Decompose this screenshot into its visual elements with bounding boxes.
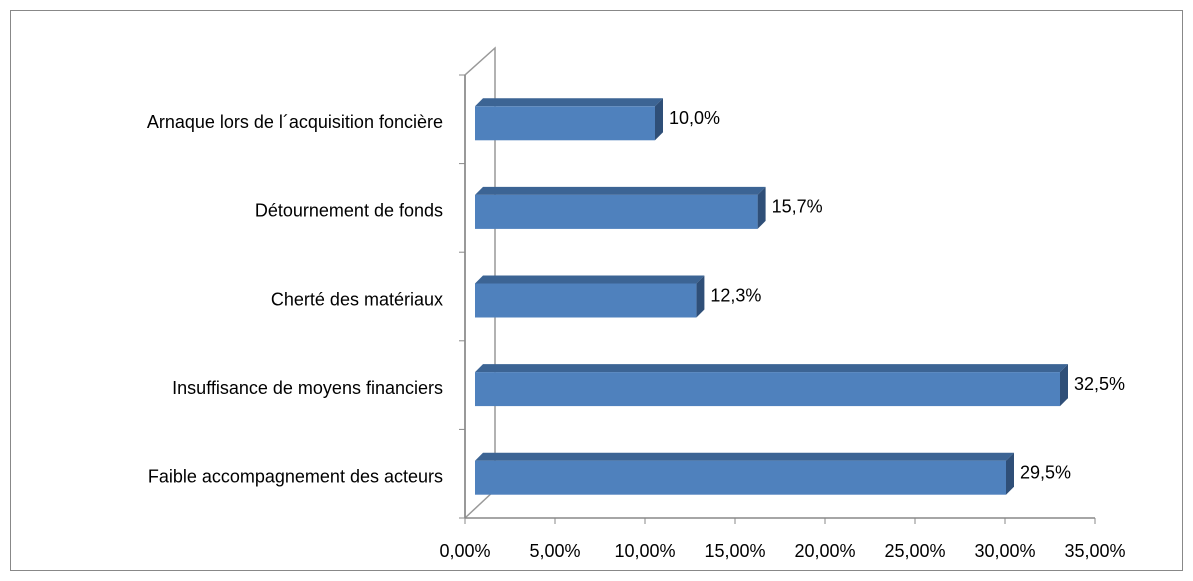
x-tick-label: 5,00% — [529, 541, 580, 561]
x-tick-label: 0,00% — [439, 541, 490, 561]
value-label: 32,5% — [1074, 374, 1125, 394]
bar-top — [475, 364, 1068, 373]
bar-side — [1060, 364, 1068, 407]
value-label: 15,7% — [772, 197, 823, 217]
bar-side — [757, 186, 766, 229]
bar-top — [475, 275, 705, 284]
bar-side — [696, 275, 705, 318]
x-tick-label: 30,00% — [974, 541, 1035, 561]
bar — [475, 194, 758, 229]
bar-side — [655, 98, 663, 141]
y-tick-label: Arnaque lors de l´acquisition foncière — [147, 112, 443, 132]
value-label: 10,0% — [669, 108, 720, 128]
x-tick-label: 10,00% — [614, 541, 675, 561]
x-tick-label: 35,00% — [1064, 541, 1125, 561]
value-label: 29,5% — [1020, 462, 1071, 482]
y-tick-label: Cherté des matériaux — [271, 289, 443, 309]
bar-side — [1006, 452, 1014, 495]
bar — [475, 283, 697, 318]
x-tick-label: 25,00% — [884, 541, 945, 561]
bar — [475, 460, 1006, 495]
x-tick-label: 15,00% — [704, 541, 765, 561]
y-tick-label: Faible accompagnement des acteurs — [148, 466, 443, 486]
y-tick-label: Insuffisance de moyens financiers — [172, 378, 443, 398]
bar-top — [475, 98, 663, 107]
bar-top — [475, 186, 766, 195]
bar-top — [475, 452, 1014, 461]
bar — [475, 106, 655, 141]
y-tick-label: Détournement de fonds — [255, 201, 443, 221]
x-tick-label: 20,00% — [794, 541, 855, 561]
bar — [475, 372, 1060, 407]
value-label: 12,3% — [710, 285, 761, 305]
